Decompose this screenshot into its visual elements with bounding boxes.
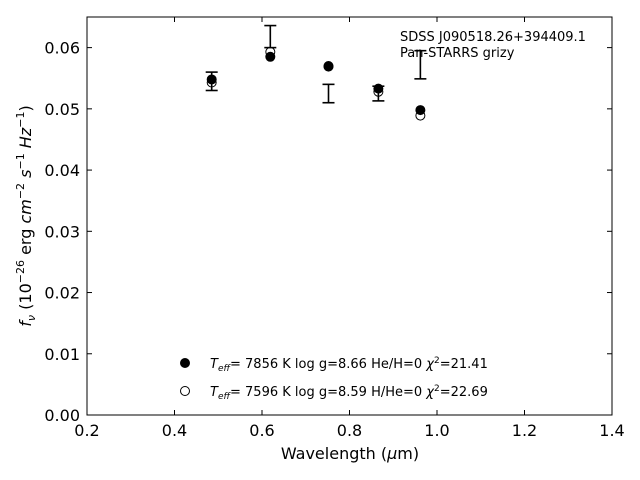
model-point-filled [206,74,217,85]
legend-entry-2: Teff= 7596 K log g=8.59 H/He=0 χ2=22.69 [210,384,488,402]
model-point-filled [373,83,384,94]
model-point-filled [415,105,426,116]
x-tick-label: 0.4 [162,421,187,440]
x-tick-label: 1.2 [512,421,537,440]
y-tick-label: 0.04 [44,161,80,180]
observed-error-bar [414,49,427,80]
legend-entry-1: Teff= 7856 K log g=8.66 He/H=0 χ2=21.41 [210,356,488,374]
model-point-open [265,46,276,57]
y-tick-label: 0.00 [44,406,80,425]
y-axis-label: fν (10−26 erg cm−2 s−1 Hz−1) [14,105,38,326]
plot-frame [86,16,613,416]
y-tick-label: 0.06 [44,39,80,58]
model-point-open [323,61,334,72]
legend-marker-open [180,386,190,396]
observed-error-bar [322,83,335,104]
y-tick-label: 0.05 [44,100,80,119]
x-tick-label: 1.4 [599,421,624,440]
x-tick-label: 1.0 [424,421,449,440]
y-tick-label: 0.02 [44,284,80,303]
legend: Teff= 7856 K log g=8.66 He/H=0 χ2=21.41 … [180,356,488,402]
x-tick-label: 0.6 [249,421,274,440]
model-point-open [373,86,384,97]
annotation-survey: Pan-STARRS grizy [400,46,515,61]
x-axis-label: Wavelength (μm) [281,444,419,463]
model-point-open [415,110,426,121]
model-point-open [206,77,217,88]
model-markers [206,46,426,121]
x-tick-label: 0.2 [74,421,99,440]
annotation-object: SDSS J090518.26+394409.1 [400,30,586,45]
axis-ticks: 0.2 0.4 0.6 0.8 1.0 1.2 1.4 0.00 0.01 0.02 0.03 0.0… [44,17,625,440]
legend-marker-filled [180,358,190,368]
y-tick-label: 0.03 [44,222,80,241]
x-tick-label: 0.8 [337,421,362,440]
y-tick-label: 0.01 [44,345,80,364]
